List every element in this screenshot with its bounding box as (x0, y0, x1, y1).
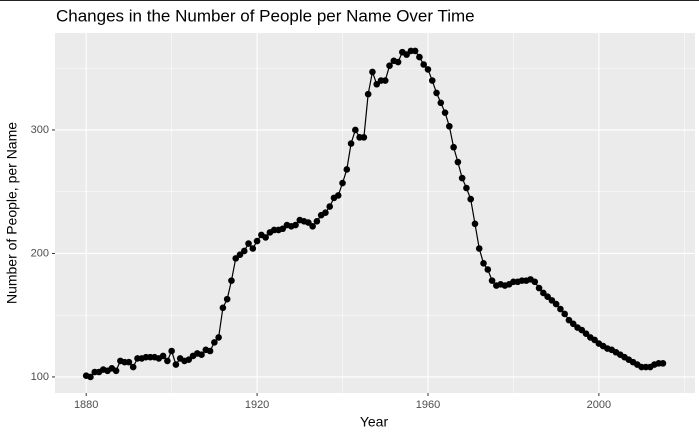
data-point (228, 277, 235, 284)
x-tick-label: 1880 (74, 399, 98, 411)
data-point (535, 284, 543, 292)
data-point (591, 336, 598, 344)
data-point (437, 99, 445, 107)
data-point (420, 61, 428, 68)
data-point (552, 300, 560, 308)
data-point (364, 90, 372, 98)
data-point (313, 218, 321, 225)
data-point (561, 310, 568, 318)
x-axis-title: Year (360, 414, 389, 430)
data-point (215, 334, 222, 341)
data-point (305, 219, 312, 226)
y-tick-label: 200 (31, 247, 49, 259)
data-point (232, 255, 240, 262)
data-point (322, 209, 329, 216)
data-point (211, 339, 218, 346)
data-point (659, 360, 667, 367)
x-tick-label: 1920 (245, 399, 269, 411)
data-point (262, 234, 269, 241)
data-point (428, 77, 436, 84)
data-point (343, 166, 351, 173)
data-point (424, 66, 432, 73)
data-point (480, 260, 487, 267)
data-point (164, 357, 171, 365)
data-point (446, 122, 453, 130)
data-point (403, 51, 410, 58)
data-point (578, 326, 586, 334)
data-point (540, 289, 547, 297)
data-point (557, 305, 564, 313)
data-point (172, 361, 180, 368)
data-point (569, 320, 577, 328)
y-tick-label: 100 (31, 371, 49, 383)
data-point (87, 373, 94, 381)
data-point (159, 352, 167, 360)
data-point (582, 330, 590, 338)
data-point (125, 358, 133, 366)
data-point (326, 203, 334, 210)
data-point (450, 143, 457, 151)
data-point (544, 293, 551, 300)
data-point (219, 304, 227, 312)
data-point (475, 245, 483, 252)
data-point (488, 277, 496, 284)
data-point (245, 240, 252, 247)
y-axis-title: Number of People, per Name (4, 122, 20, 304)
data-point (484, 266, 492, 273)
data-point (206, 347, 214, 355)
x-tick-label: 2000 (587, 399, 611, 411)
data-point (309, 222, 316, 230)
data-point (411, 47, 419, 55)
data-point (531, 278, 539, 286)
data-point (129, 363, 137, 371)
data-point (565, 316, 573, 324)
data-point (185, 356, 193, 363)
data-point (249, 245, 257, 252)
data-point (394, 58, 402, 66)
data-point (352, 126, 359, 134)
data-point (253, 237, 261, 245)
chart-title: Changes in the Number of People per Name… (56, 6, 475, 25)
data-point (112, 367, 120, 375)
data-point (168, 347, 175, 355)
data-point (386, 62, 393, 70)
data-point (458, 174, 466, 182)
data-point (198, 351, 205, 359)
data-point (292, 221, 299, 229)
data-point (471, 220, 479, 228)
data-point (548, 297, 556, 304)
data-point (373, 80, 381, 88)
data-point (339, 179, 346, 187)
data-point (279, 225, 287, 233)
data-point (433, 89, 440, 97)
data-point (236, 251, 244, 258)
x-tick-label: 1960 (416, 399, 440, 411)
data-point (416, 53, 423, 61)
data-point (334, 192, 342, 199)
data-point (240, 247, 248, 255)
data-point (381, 77, 389, 84)
data-point (223, 295, 231, 303)
data-point (441, 109, 449, 116)
data-point (360, 134, 368, 141)
y-tick-label: 300 (31, 124, 49, 136)
data-point (369, 68, 376, 76)
data-point (467, 195, 475, 203)
data-point (454, 158, 462, 166)
data-point (347, 140, 355, 147)
data-point (463, 184, 470, 192)
